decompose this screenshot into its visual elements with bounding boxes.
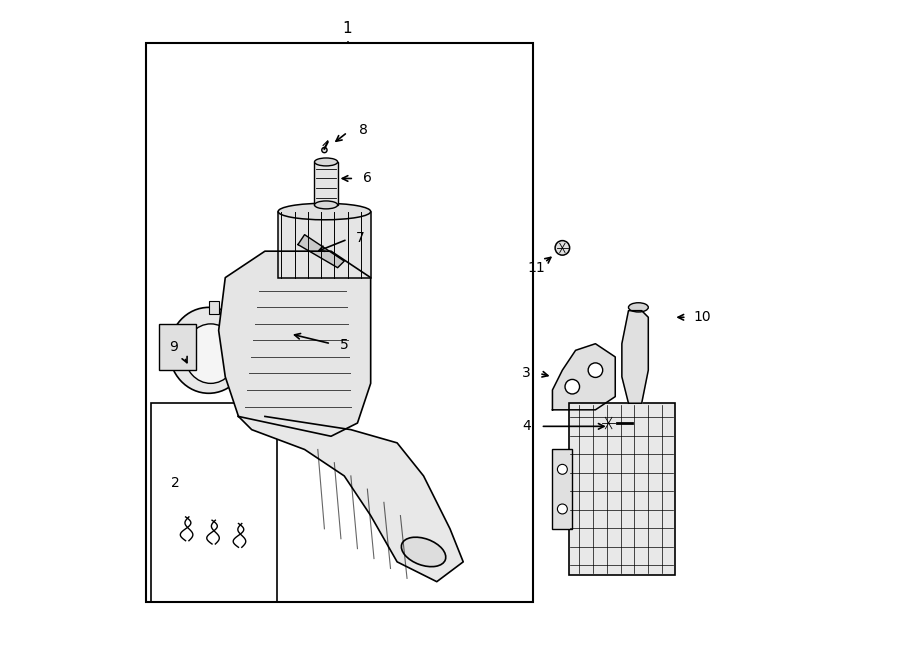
Polygon shape: [219, 251, 371, 436]
Bar: [146, 43, 533, 602]
Ellipse shape: [628, 303, 648, 312]
Ellipse shape: [565, 379, 580, 394]
Text: 11: 11: [527, 260, 544, 275]
Polygon shape: [298, 235, 344, 268]
Ellipse shape: [184, 324, 238, 383]
Ellipse shape: [401, 537, 446, 566]
Ellipse shape: [588, 363, 603, 377]
Text: 2: 2: [171, 475, 180, 490]
Ellipse shape: [557, 464, 567, 475]
Text: 5: 5: [339, 338, 348, 352]
Text: 8: 8: [359, 123, 368, 137]
Ellipse shape: [169, 307, 248, 393]
Text: 10: 10: [693, 310, 711, 325]
Ellipse shape: [314, 158, 338, 166]
Polygon shape: [553, 344, 616, 410]
Polygon shape: [622, 311, 648, 403]
Bar: [151, 403, 277, 602]
Ellipse shape: [314, 201, 338, 209]
Text: 6: 6: [363, 171, 372, 186]
Bar: [278, 212, 371, 278]
Text: 7: 7: [356, 231, 365, 245]
Text: 9: 9: [169, 340, 178, 354]
Polygon shape: [238, 416, 464, 582]
Ellipse shape: [557, 504, 567, 514]
Bar: [159, 324, 195, 370]
Ellipse shape: [555, 241, 570, 255]
Ellipse shape: [278, 204, 371, 219]
Bar: [314, 162, 338, 205]
Text: 4: 4: [522, 419, 531, 434]
Bar: [569, 403, 675, 575]
Ellipse shape: [322, 147, 327, 153]
Bar: [209, 301, 219, 314]
Text: 1: 1: [343, 21, 353, 36]
Text: 3: 3: [522, 366, 531, 381]
Ellipse shape: [600, 415, 617, 432]
Bar: [553, 449, 572, 529]
